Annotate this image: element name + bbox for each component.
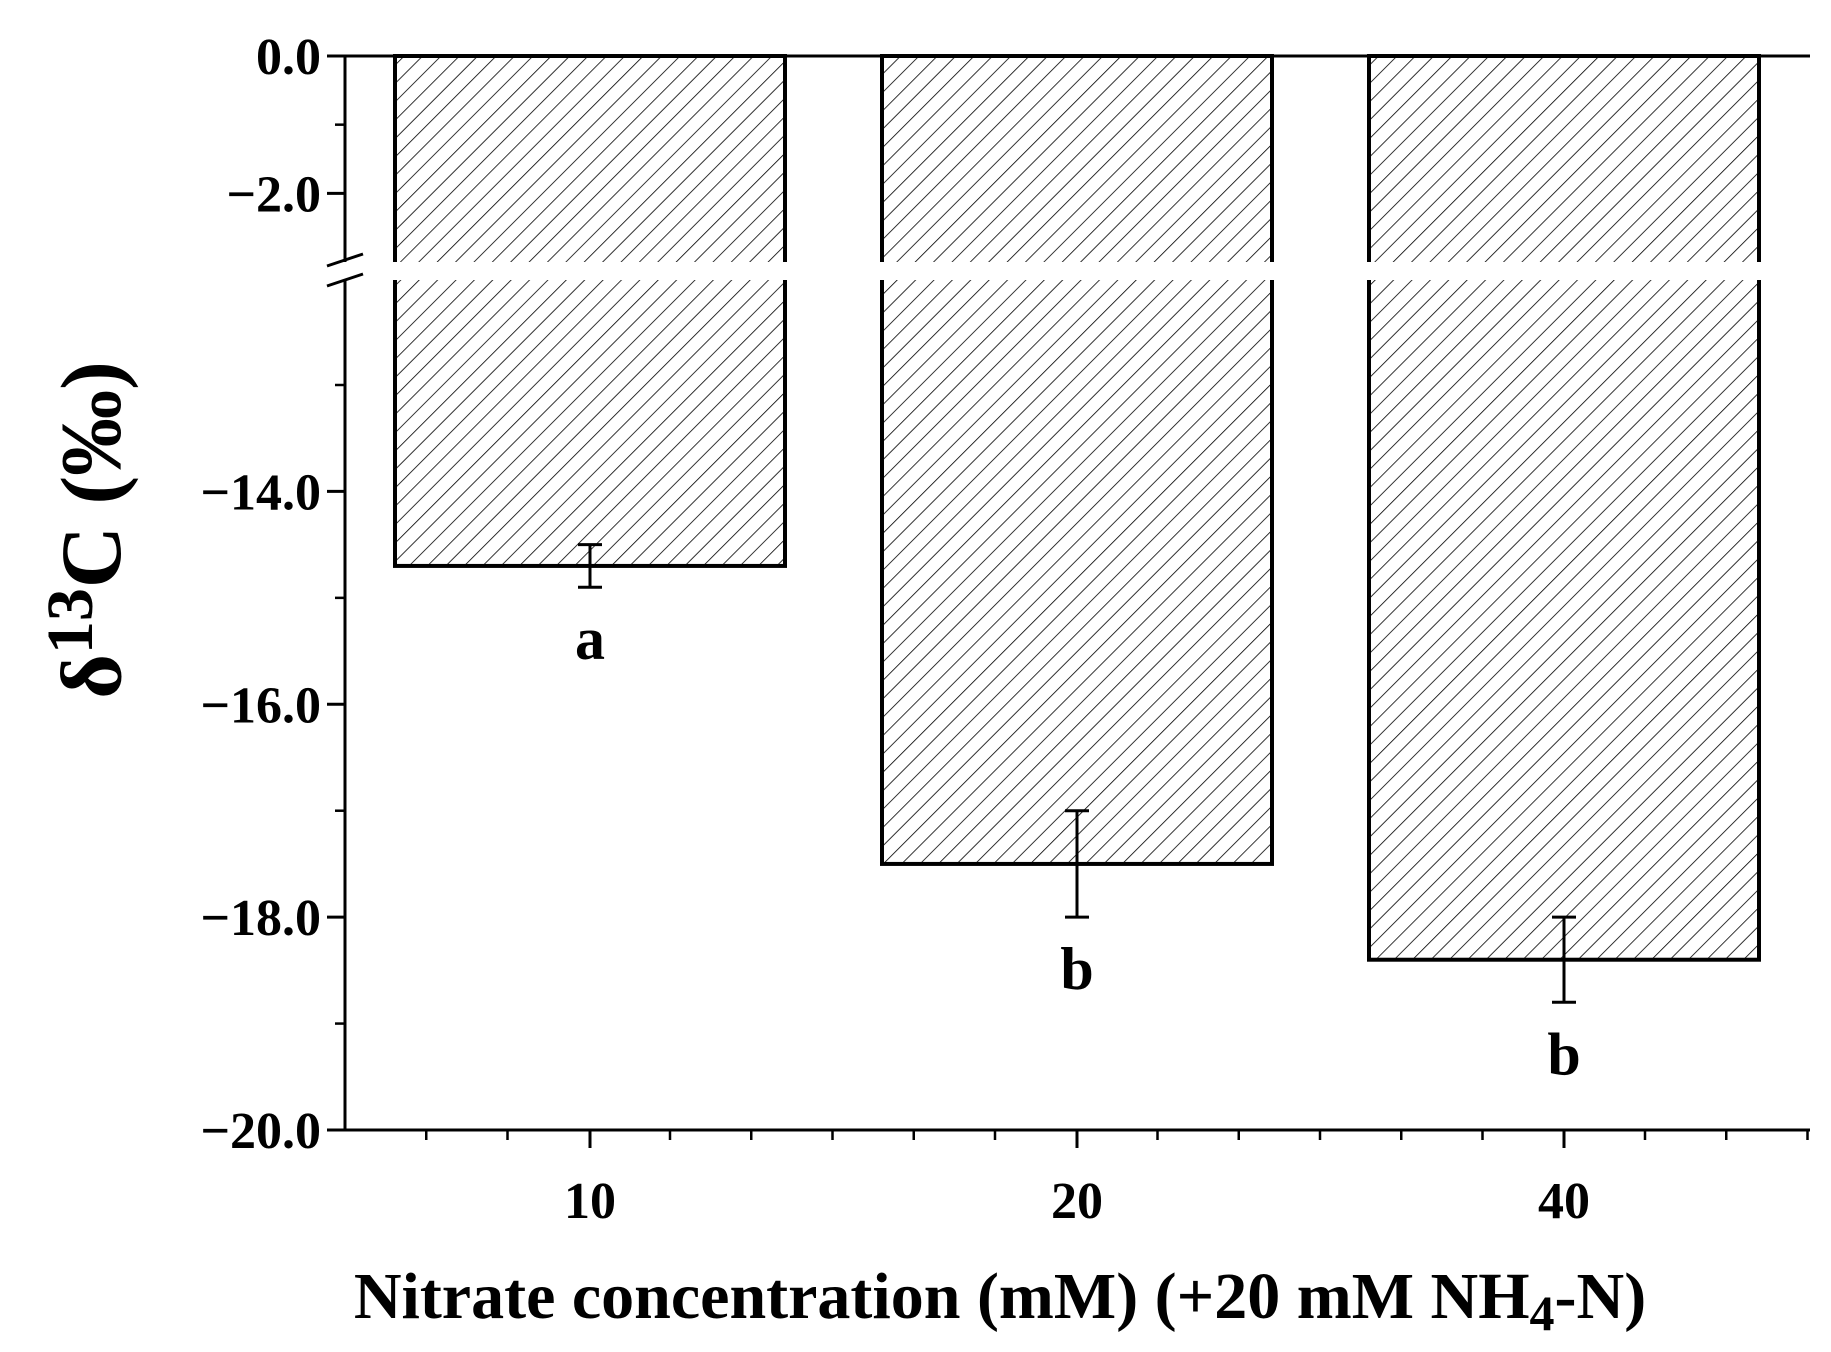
axis-break-mark xyxy=(326,252,364,268)
y-axis-label: δ13C (‰) xyxy=(34,361,139,699)
error-bar-10 xyxy=(578,543,602,589)
bar-40 xyxy=(1367,54,1761,962)
error-bar-20 xyxy=(1065,809,1089,919)
y-tick-label: −16.0 xyxy=(200,677,321,734)
x-tick-labels: 10 20 40 xyxy=(564,1173,1590,1230)
x-tick-label: 20 xyxy=(1051,1173,1103,1230)
y-tick-label: −18.0 xyxy=(200,890,321,947)
y-tick-label: −20.0 xyxy=(200,1103,321,1160)
x-axis-label: Nitrate concentration (mM) (+20 mM NH4-N… xyxy=(354,1260,1646,1341)
y-tick-label: 0.0 xyxy=(256,29,321,86)
y-tick-labels: 0.0 −2.0 −14.0 −16.0 −18.0 −20.0 xyxy=(200,29,321,1160)
y-tick-label: −2.0 xyxy=(226,166,321,223)
axis-break-gap xyxy=(343,262,1812,280)
x-tick-label: 40 xyxy=(1538,1173,1590,1230)
y-tick-label: −14.0 xyxy=(200,464,321,521)
significance-labels-group: a b b xyxy=(575,606,1581,1087)
bar-20 xyxy=(880,54,1274,866)
significance-label-40: b xyxy=(1547,1021,1580,1087)
axes-group xyxy=(326,54,1810,1148)
error-bars-group xyxy=(578,543,1576,1004)
axis-break-mark xyxy=(326,272,364,288)
bar-10 xyxy=(393,54,787,568)
significance-label-10: a xyxy=(575,606,605,672)
significance-label-20: b xyxy=(1060,936,1093,1002)
x-tick-label: 10 xyxy=(564,1173,616,1230)
error-bar-40 xyxy=(1552,915,1576,1004)
